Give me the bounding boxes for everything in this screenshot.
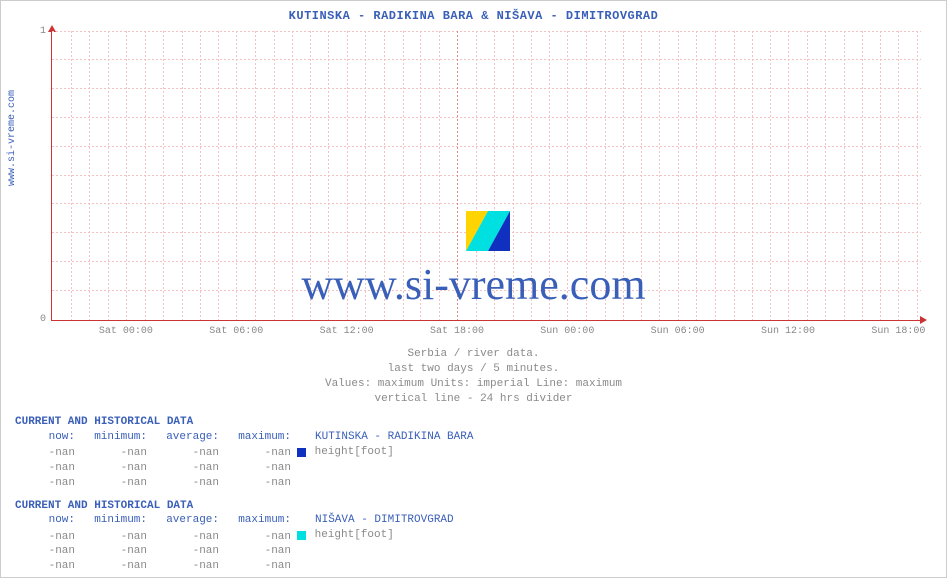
table-row: -nan-nan-nan-nan height[foot]: [15, 528, 473, 544]
series-swatch: [297, 531, 306, 540]
xtick-label: Sat 00:00: [99, 326, 153, 337]
cell: -nan: [15, 461, 75, 476]
series-label: height[foot]: [308, 529, 394, 541]
column-header: maximum:: [219, 513, 291, 528]
cell: -nan: [147, 530, 219, 545]
column-header: now:: [15, 513, 75, 528]
column-header: maximum:: [219, 430, 291, 445]
data-section: CURRENT AND HISTORICAL DATAnow:minimum:a…: [15, 499, 473, 575]
cell: -nan: [147, 544, 219, 559]
station-name: NIŠAVA - DIMITROVGRAD: [315, 513, 454, 528]
caption-line-1: Serbia / river data.: [1, 347, 946, 362]
cell: -nan: [75, 446, 147, 461]
column-header: average:: [147, 430, 219, 445]
series-swatch: [297, 448, 306, 457]
caption-line-4: vertical line - 24 hrs divider: [1, 392, 946, 407]
cell: -nan: [219, 476, 291, 491]
column-header: minimum:: [75, 513, 147, 528]
table-row: -nan-nan-nan-nan: [15, 544, 473, 559]
cell: -nan: [75, 461, 147, 476]
chart-title: KUTINSKA - RADIKINA BARA & NIŠAVA - DIMI…: [1, 9, 946, 23]
xtick-label: Sat 06:00: [209, 326, 263, 337]
table-row: -nan-nan-nan-nan: [15, 559, 473, 574]
column-headers: now:minimum:average:maximum: KUTINSKA - R…: [15, 430, 473, 445]
caption: Serbia / river data. last two days / 5 m…: [1, 347, 946, 406]
xtick-label: Sun 00:00: [540, 326, 594, 337]
caption-line-2: last two days / 5 minutes.: [1, 362, 946, 377]
cell: -nan: [15, 446, 75, 461]
column-header: minimum:: [75, 430, 147, 445]
site-link-vertical[interactable]: www.si-vreme.com: [7, 90, 18, 186]
table-row: -nan-nan-nan-nan height[foot]: [15, 445, 473, 461]
figure: KUTINSKA - RADIKINA BARA & NIŠAVA - DIMI…: [0, 0, 947, 578]
cell: -nan: [15, 476, 75, 491]
data-section: CURRENT AND HISTORICAL DATAnow:minimum:a…: [15, 415, 473, 491]
caption-line-3: Values: maximum Units: imperial Line: ma…: [1, 377, 946, 392]
column-header: average:: [147, 513, 219, 528]
section-heading: CURRENT AND HISTORICAL DATA: [15, 415, 473, 430]
table-row: -nan-nan-nan-nan: [15, 476, 473, 491]
cell: -nan: [75, 544, 147, 559]
series-label: height[foot]: [308, 446, 394, 458]
xtick-label: Sun 18:00: [871, 326, 925, 337]
cell: -nan: [147, 559, 219, 574]
xtick-label: Sun 06:00: [651, 326, 705, 337]
cell: -nan: [219, 544, 291, 559]
cell: -nan: [219, 530, 291, 545]
logo-icon: [466, 211, 510, 251]
cell: -nan: [219, 446, 291, 461]
station-name: KUTINSKA - RADIKINA BARA: [315, 430, 473, 445]
column-header: now:: [15, 430, 75, 445]
watermark-text: www.si-vreme.com: [1, 259, 946, 310]
table-row: -nan-nan-nan-nan: [15, 461, 473, 476]
section-heading: CURRENT AND HISTORICAL DATA: [15, 499, 473, 514]
column-headers: now:minimum:average:maximum: NIŠAVA - DIM…: [15, 513, 473, 528]
xtick-label: Sun 12:00: [761, 326, 815, 337]
cell: -nan: [15, 544, 75, 559]
cell: -nan: [219, 559, 291, 574]
data-tables: CURRENT AND HISTORICAL DATAnow:minimum:a…: [15, 415, 473, 582]
cell: -nan: [75, 476, 147, 491]
cell: -nan: [147, 476, 219, 491]
xtick-label: Sat 18:00: [430, 326, 484, 337]
cell: -nan: [75, 559, 147, 574]
cell: -nan: [15, 559, 75, 574]
x-axis-arrow: [920, 316, 927, 324]
ytick-0: 0: [40, 314, 46, 325]
cell: -nan: [147, 446, 219, 461]
ytick-1: 1: [40, 26, 46, 37]
cell: -nan: [219, 461, 291, 476]
cell: -nan: [75, 530, 147, 545]
cell: -nan: [15, 530, 75, 545]
xtick-label: Sat 12:00: [320, 326, 374, 337]
cell: -nan: [147, 461, 219, 476]
